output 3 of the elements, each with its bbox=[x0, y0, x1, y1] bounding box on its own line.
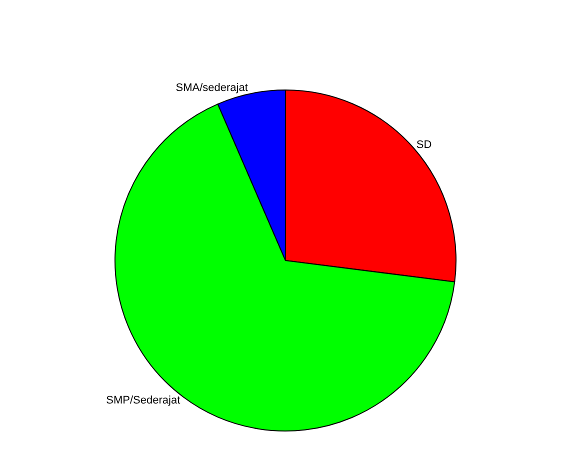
slice-label: SMP/Sederajat bbox=[106, 394, 180, 407]
slice-label: SD bbox=[416, 139, 432, 152]
slice-label: SMA/sederajat bbox=[176, 82, 248, 94]
